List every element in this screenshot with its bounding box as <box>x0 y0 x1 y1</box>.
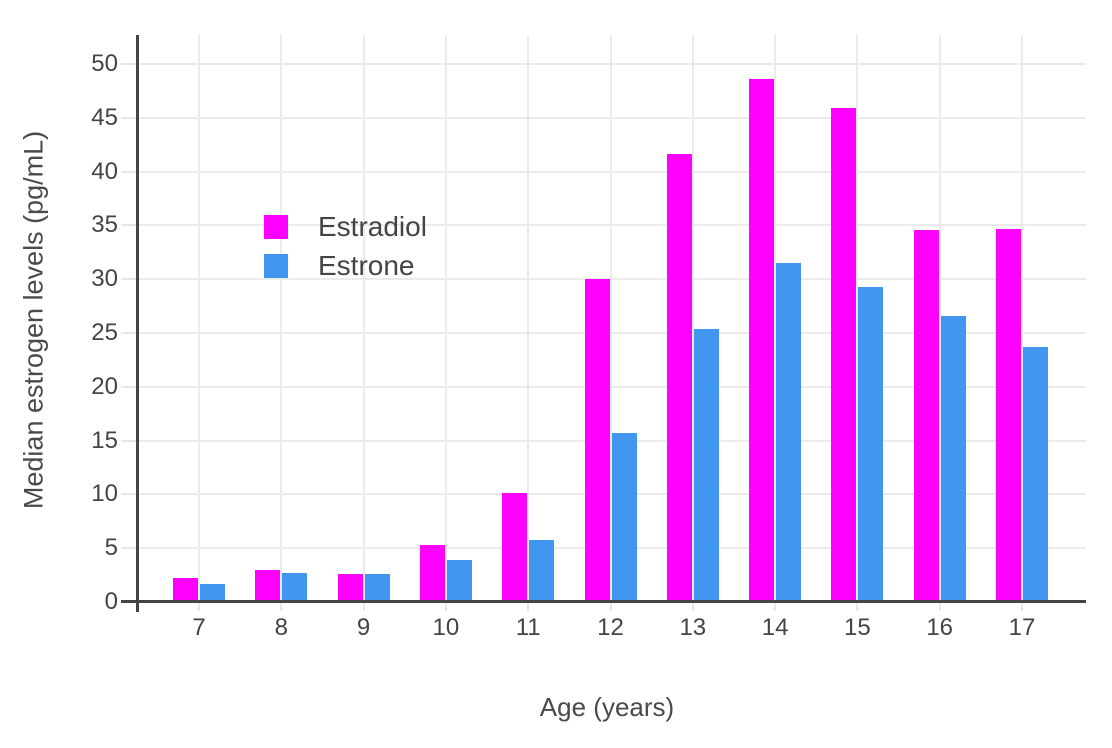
bar-estradiol-age-9 <box>337 574 363 602</box>
y-tick-mark-10 <box>121 493 137 496</box>
legend-label-estradiol: Estradiol <box>318 211 427 242</box>
y-tick-label-5: 5 <box>104 534 118 562</box>
x-gridline-7 <box>198 35 200 602</box>
y-tick-label-10: 10 <box>91 480 118 508</box>
x-tick-mark-7 <box>198 603 200 611</box>
y-tick-label-30: 30 <box>91 265 118 293</box>
y-tick-mark-15 <box>121 439 137 442</box>
x-tick-mark-8 <box>280 603 283 611</box>
bar-estrone-age-14 <box>776 263 802 602</box>
y-tick-mark-25 <box>121 332 137 335</box>
bar-estrone-age-15 <box>858 286 884 602</box>
x-tick-label-7: 7 <box>192 614 206 641</box>
y-tick-label-50: 50 <box>91 50 118 78</box>
legend-item-estradiol[interactable]: Estradiol <box>264 211 427 242</box>
x-tick-label-16: 16 <box>926 614 954 641</box>
y-tick-label-15: 15 <box>91 426 118 454</box>
x-tick-label-12: 12 <box>597 614 624 641</box>
y-gridline-40 <box>137 170 1086 173</box>
x-gridline-8 <box>280 35 283 602</box>
legend-item-estrone[interactable]: Estrone <box>264 250 427 281</box>
x-tick-label-9: 9 <box>356 614 371 641</box>
bar-estrone-age-7 <box>200 583 225 602</box>
plot-area <box>137 35 1086 602</box>
x-gridline-12 <box>609 35 612 602</box>
bar-estrone-age-8 <box>282 572 308 602</box>
x-gridline-13 <box>691 35 694 602</box>
bar-estradiol-age-17 <box>996 228 1021 602</box>
legend: Estradiol Estrone <box>264 211 427 291</box>
x-tick-label-10: 10 <box>432 614 460 641</box>
estrone-swatch-icon <box>264 254 288 278</box>
x-gridline-16 <box>938 35 941 602</box>
y-tick-label-0: 0 <box>104 588 118 615</box>
x-tick-mark-10 <box>444 603 447 611</box>
bar-estrone-age-10 <box>446 560 472 602</box>
x-tick-label-8: 8 <box>274 614 288 641</box>
bar-estradiol-age-7 <box>173 578 198 602</box>
x-tick-label-15: 15 <box>844 614 871 641</box>
y-tick-mark-45 <box>121 116 137 119</box>
x-gridline-11 <box>527 35 530 602</box>
x-gridline-17 <box>1021 35 1023 602</box>
x-axis-line <box>121 600 1086 603</box>
y-tick-mark-5 <box>121 547 137 550</box>
x-gridline-9 <box>362 35 365 602</box>
x-gridline-14 <box>774 35 777 602</box>
x-tick-mark-15 <box>856 603 859 611</box>
y-gridline-35 <box>137 224 1086 227</box>
bar-estradiol-age-15 <box>831 108 857 602</box>
bar-estradiol-age-12 <box>584 279 610 602</box>
y-axis-line <box>136 35 139 612</box>
bar-estradiol-age-16 <box>913 229 939 602</box>
y-tick-mark-50 <box>121 63 137 66</box>
y-tick-label-25: 25 <box>91 319 118 347</box>
bar-estradiol-age-14 <box>749 79 775 602</box>
bar-estradiol-age-10 <box>419 544 445 602</box>
x-gridline-15 <box>856 35 859 602</box>
x-tick-label-13: 13 <box>679 614 707 641</box>
x-tick-label-14: 14 <box>761 614 789 641</box>
y-gridline-25 <box>137 332 1086 335</box>
estradiol-swatch-icon <box>264 215 288 239</box>
bar-estrone-age-13 <box>693 328 719 602</box>
y-gridline-20 <box>137 385 1086 388</box>
bar-estrone-age-9 <box>364 574 390 602</box>
y-tick-mark-35 <box>121 224 137 227</box>
x-tick-mark-13 <box>691 603 694 611</box>
y-tick-mark-40 <box>121 170 137 173</box>
x-tick-mark-17 <box>1021 603 1023 611</box>
y-tick-label-20: 20 <box>91 372 118 400</box>
x-tick-mark-11 <box>527 603 530 611</box>
y-tick-label-45: 45 <box>91 103 118 131</box>
legend-label-estrone: Estrone <box>318 250 415 281</box>
bar-estrone-age-17 <box>1023 347 1048 602</box>
y-tick-mark-20 <box>121 385 137 388</box>
bar-estradiol-age-8 <box>255 569 281 602</box>
x-tick-mark-14 <box>774 603 777 611</box>
bar-estrone-age-11 <box>529 539 555 602</box>
x-gridline-10 <box>444 35 447 602</box>
y-gridline-50 <box>137 63 1086 66</box>
x-tick-mark-9 <box>362 603 365 611</box>
y-tick-mark-30 <box>121 278 137 281</box>
bar-estrone-age-16 <box>940 315 966 602</box>
bar-estradiol-age-13 <box>666 154 692 602</box>
bar-estradiol-age-11 <box>502 493 528 602</box>
x-tick-mark-16 <box>938 603 941 611</box>
y-gridline-30 <box>137 278 1086 281</box>
bar-estrone-age-12 <box>611 433 637 602</box>
y-tick-label-35: 35 <box>91 211 118 239</box>
x-tick-label-11: 11 <box>515 614 541 641</box>
x-axis-title: Age (years) <box>539 692 675 722</box>
y-axis-title: Median estrogen levels (pg/mL) <box>18 130 49 510</box>
y-gridline-45 <box>137 116 1086 119</box>
x-tick-mark-12 <box>609 603 612 611</box>
x-tick-label-17: 17 <box>1008 614 1036 641</box>
bars-layer <box>137 35 1086 602</box>
y-tick-label-40: 40 <box>91 157 118 185</box>
